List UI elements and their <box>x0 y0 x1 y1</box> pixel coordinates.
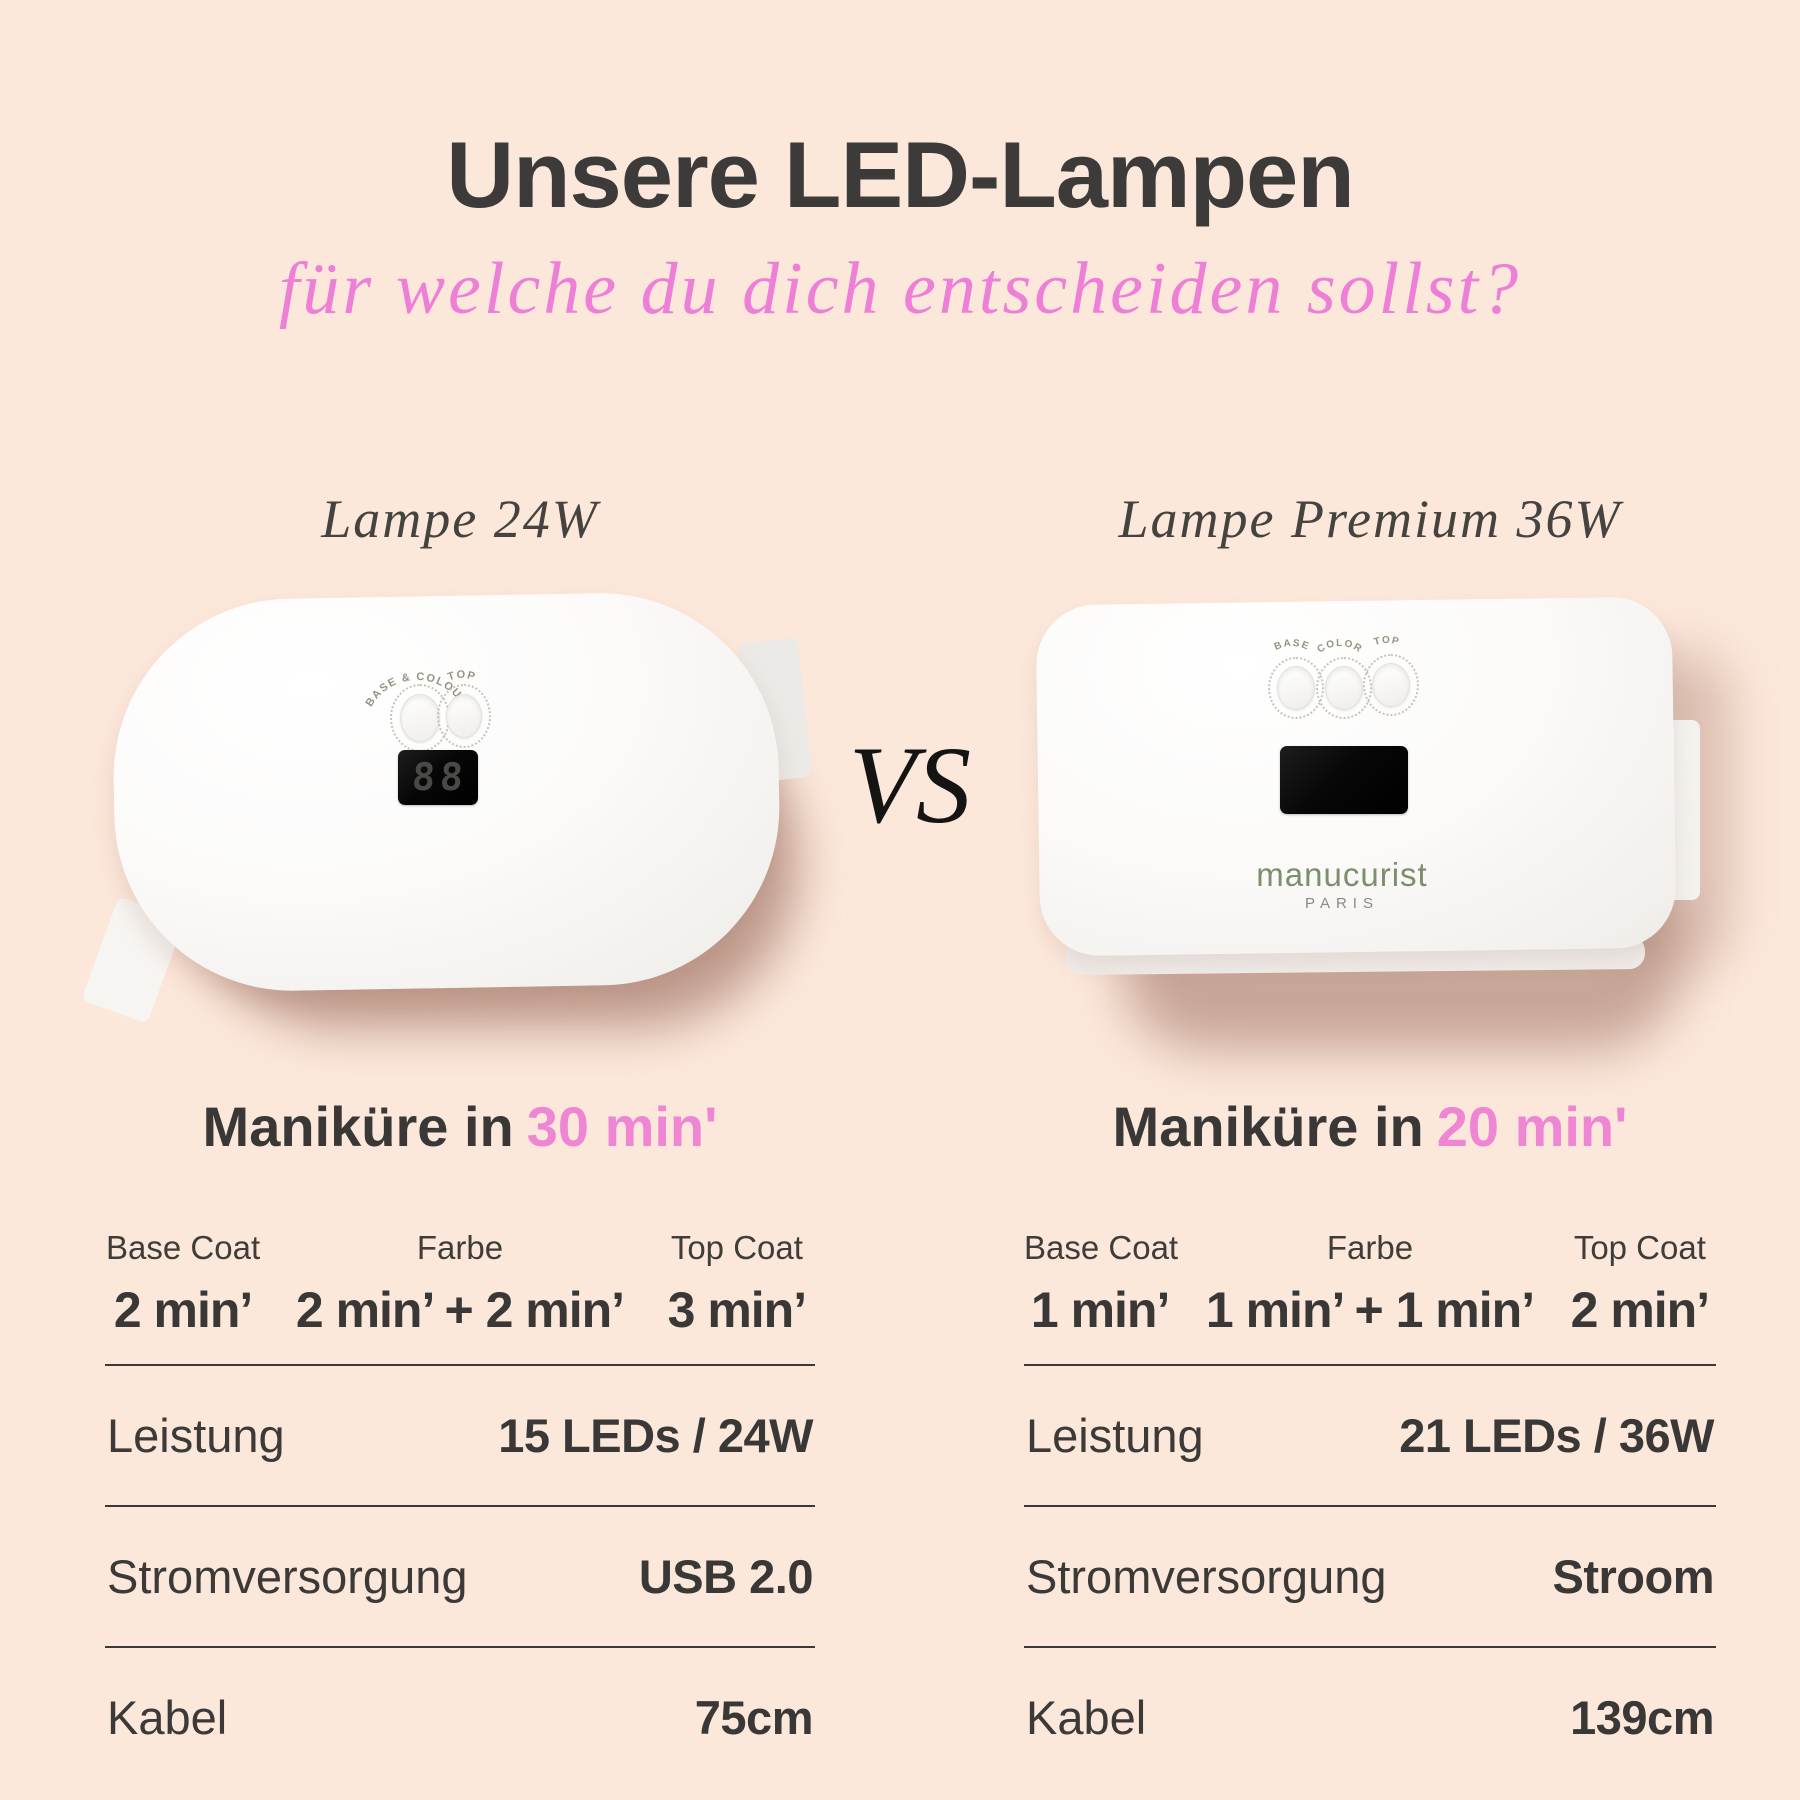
spec-value: 21 LEDs / 36W <box>1399 1409 1714 1462</box>
column-header-top-coat: Top Coat <box>670 1229 803 1266</box>
page-subtitle: für welche du dich entscheiden sollst? <box>278 248 1522 330</box>
spec-label: Kabel <box>107 1691 228 1744</box>
spec-label: Leistung <box>1026 1409 1204 1462</box>
top-coat-time: 3 min’ <box>667 1282 807 1338</box>
manicure-time-headline-24w: Maniküre in 30 min' <box>105 1095 815 1159</box>
farbe-time: 2 min’ + 2 min’ <box>295 1282 625 1338</box>
spec-value: 139cm <box>1570 1691 1714 1744</box>
svg-text:TOP: TOP <box>1373 635 1402 648</box>
top-button-premium <box>1363 654 1419 716</box>
spec-value: Stroom <box>1552 1550 1715 1603</box>
brand-logo: manucurist PARIS <box>1192 858 1492 911</box>
brand-logo-city: PARIS <box>1305 895 1379 912</box>
lamp-premium-36w-name: Lampe Premium 36W <box>1118 489 1622 549</box>
column-header-farbe: Farbe <box>416 1229 504 1266</box>
timer-display-24w: 88 <box>398 750 478 805</box>
spec-label: Stromversorgung <box>107 1550 468 1603</box>
base-button-premium <box>1268 657 1324 719</box>
manicure-time-highlight: 20 min' <box>1436 1095 1628 1158</box>
top-arc-label: TOP <box>446 669 477 683</box>
spec-value: 15 LEDs / 24W <box>498 1409 813 1462</box>
spec-label: Leistung <box>107 1409 285 1462</box>
manicure-time-highlight: 30 min' <box>526 1095 718 1158</box>
column-header-top-coat: Top Coat <box>1573 1229 1706 1266</box>
column-header-base-coat: Base Coat <box>106 1229 261 1266</box>
spec-row-leistung: Leistung 15 LEDs / 24W <box>105 1364 815 1505</box>
spec-value: 75cm <box>694 1691 814 1744</box>
spec-row-stromversorgung: Stromversorgung USB 2.0 <box>105 1505 815 1646</box>
manicure-time-headline-36w: Maniküre in 20 min' <box>1024 1095 1716 1159</box>
column-header-base-coat: Base Coat <box>1024 1229 1179 1266</box>
farbe-time: 1 min’ + 1 min’ <box>1205 1282 1535 1338</box>
timer-display-36w <box>1280 746 1408 814</box>
coat-time-grid: Base Coat Farbe Top Coat 1 min’ 1 min’ +… <box>1024 1228 1716 1338</box>
spec-row-kabel: Kabel 75cm <box>105 1646 815 1787</box>
base-coat-time: 1 min’ <box>1030 1282 1170 1338</box>
spec-table-24w: Base Coat Farbe Top Coat 2 min’ 2 min’ +… <box>105 1228 815 1787</box>
lamp-24w-name: Lampe 24W <box>321 489 599 549</box>
top-button-cap <box>446 694 482 738</box>
svg-text:TOP: TOP <box>446 669 477 683</box>
manicure-prefix: Maniküre in <box>202 1095 514 1158</box>
spec-value: USB 2.0 <box>638 1550 814 1603</box>
coat-time-grid: Base Coat Farbe Top Coat 2 min’ 2 min’ +… <box>105 1228 815 1338</box>
spec-row-stromversorgung: Stromversorgung Stroom <box>1024 1505 1716 1646</box>
top-arc-label-premium: TOP <box>1373 635 1402 648</box>
manicure-prefix: Maniküre in <box>1112 1095 1424 1158</box>
spec-table-36w: Base Coat Farbe Top Coat 1 min’ 1 min’ +… <box>1024 1228 1716 1787</box>
page-title: Unsere LED-Lampen <box>446 122 1355 227</box>
spec-row-kabel: Kabel 139cm <box>1024 1646 1716 1787</box>
spec-label: Stromversorgung <box>1026 1550 1387 1603</box>
color-arc-label: COLOR <box>1316 638 1363 655</box>
brand-logo-wordmark: manucurist <box>1256 856 1428 893</box>
base-colour-button-cap <box>400 694 440 742</box>
base-button-cap <box>1277 666 1315 710</box>
top-coat-time: 2 min’ <box>1570 1282 1710 1338</box>
column-header-farbe: Farbe <box>1326 1229 1414 1266</box>
top-button-cap <box>1372 663 1410 707</box>
vs-label: VS <box>848 724 972 846</box>
spec-label: Kabel <box>1026 1691 1147 1744</box>
base-coat-time: 2 min’ <box>113 1282 253 1338</box>
timer-digits: 88 <box>410 755 470 799</box>
top-button <box>437 684 491 748</box>
color-button-cap <box>1325 666 1363 710</box>
spec-row-leistung: Leistung 21 LEDs / 36W <box>1024 1364 1716 1505</box>
base-arc-label: BASE <box>1273 638 1310 653</box>
